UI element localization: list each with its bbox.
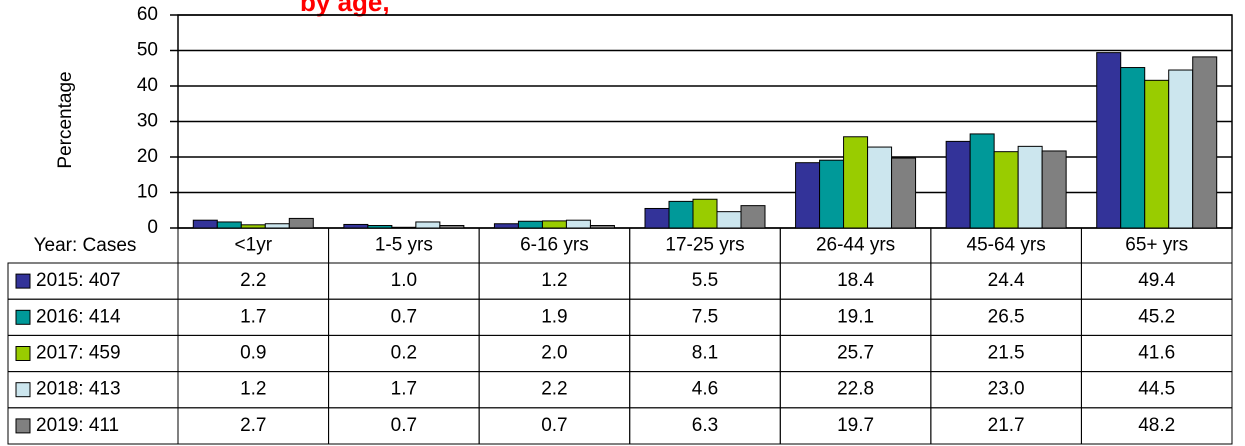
table-value: 1.0	[391, 270, 417, 291]
bar	[192, 219, 218, 229]
legend-swatch	[15, 273, 31, 289]
table-value: 21.7	[988, 415, 1025, 436]
chart-title: by age,	[300, 0, 390, 17]
bar	[541, 220, 567, 229]
table-value: 49.4	[1138, 270, 1175, 291]
table-value: 6.3	[692, 415, 718, 436]
y-axis-label: Percentage	[55, 71, 76, 168]
table-value: 2.2	[541, 379, 567, 400]
x-tick-label: 6-16 yrs	[520, 235, 589, 256]
legend-label: 2017: 459	[36, 343, 121, 364]
table-value: 0.2	[391, 343, 417, 364]
table-value: 0.7	[391, 415, 417, 436]
bar	[1192, 56, 1218, 229]
table-value: 1.9	[541, 306, 567, 327]
bar	[1168, 69, 1194, 229]
table-value: 45.2	[1138, 306, 1175, 327]
table-value: 22.8	[837, 379, 874, 400]
legend-swatch	[15, 418, 31, 434]
bar	[993, 151, 1019, 229]
bar	[716, 211, 742, 229]
table-header: Year: Cases	[34, 235, 137, 256]
legend-label: 2019: 411	[36, 415, 119, 436]
table-value: 44.5	[1138, 379, 1175, 400]
x-tick-label: 26-44 yrs	[816, 235, 895, 256]
table-value: 1.7	[240, 306, 266, 327]
table-value: 1.7	[391, 379, 417, 400]
y-tick-label: 50	[137, 40, 158, 61]
bar	[843, 136, 869, 229]
bar	[343, 223, 369, 229]
bar	[819, 159, 845, 229]
table-value: 26.5	[988, 306, 1025, 327]
bar	[1096, 52, 1122, 229]
bar	[216, 221, 242, 229]
bar	[692, 198, 718, 229]
bar	[1144, 79, 1170, 229]
table-value: 19.1	[837, 306, 874, 327]
table-value: 0.7	[391, 306, 417, 327]
x-tick-label: 45-64 yrs	[967, 235, 1046, 256]
x-tick-label: <1yr	[235, 235, 273, 256]
bar	[945, 140, 971, 229]
legend-swatch	[15, 309, 31, 325]
legend-swatch	[15, 346, 31, 361]
table-value: 48.2	[1138, 415, 1175, 436]
y-tick-label: 0	[147, 217, 158, 238]
bar	[891, 157, 917, 229]
table-value: 4.6	[692, 379, 718, 400]
y-tick-label: 60	[137, 4, 158, 25]
table-value: 25.7	[837, 343, 874, 364]
table-value: 1.2	[240, 379, 266, 400]
bar	[644, 207, 670, 229]
table-value: 1.2	[541, 270, 567, 291]
legend-label: 2018: 413	[36, 379, 121, 400]
table-value: 0.7	[541, 415, 567, 436]
bar	[969, 133, 995, 229]
table-value: 23.0	[988, 379, 1025, 400]
bar	[668, 200, 694, 229]
y-tick-label: 10	[137, 182, 158, 203]
table-value: 21.5	[988, 343, 1025, 364]
bar	[517, 220, 543, 229]
table-value: 8.1	[692, 343, 718, 364]
bar	[493, 223, 519, 229]
bar	[264, 223, 290, 229]
bar	[1017, 145, 1043, 229]
legend-label: 2016: 414	[36, 306, 121, 327]
table-value: 18.4	[837, 270, 874, 291]
x-tick-label: 17-25 yrs	[665, 235, 744, 256]
y-tick-label: 20	[137, 146, 158, 167]
table-value: 7.5	[692, 306, 718, 327]
table-value: 2.0	[541, 343, 567, 364]
y-tick-label: 30	[137, 111, 158, 132]
table-value: 19.7	[837, 415, 874, 436]
bar	[867, 146, 893, 229]
x-tick-label: 65+ yrs	[1125, 235, 1188, 256]
legend-swatch	[15, 382, 31, 398]
bar	[740, 205, 766, 229]
table-value: 41.6	[1138, 343, 1175, 364]
table-cell	[1080, 407, 1233, 445]
table-value: 5.5	[692, 270, 718, 291]
x-tick-label: 1-5 yrs	[375, 235, 433, 256]
table-value: 2.7	[240, 415, 266, 436]
bar	[795, 162, 821, 229]
table-value: 0.9	[240, 343, 266, 364]
bar	[415, 221, 441, 229]
y-tick-label: 40	[137, 75, 158, 96]
table-value: 2.2	[240, 270, 266, 291]
legend-label: 2015: 407	[36, 270, 121, 291]
bar	[1041, 150, 1067, 229]
bar	[288, 217, 314, 229]
bar	[1120, 67, 1146, 229]
bar	[565, 219, 591, 229]
table-value: 24.4	[988, 270, 1025, 291]
